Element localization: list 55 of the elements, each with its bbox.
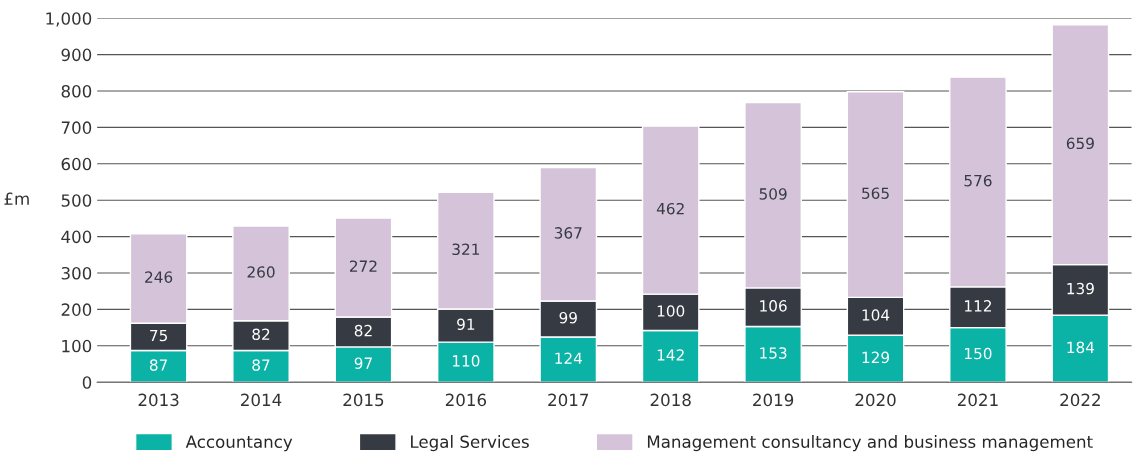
data-label: 576 <box>964 174 992 187</box>
data-label: 260 <box>247 266 275 278</box>
y-tick-label: 0 <box>82 376 92 389</box>
data-label: 321 <box>452 243 480 256</box>
data-label: 99 <box>559 311 577 324</box>
data-label: 110 <box>452 355 480 367</box>
x-tick-label: 2013 <box>138 393 179 407</box>
data-label: 75 <box>150 329 167 342</box>
data-label: 139 <box>1067 282 1094 295</box>
x-tick-label: 2021 <box>957 393 998 407</box>
x-tick-label: 2022 <box>1060 393 1100 407</box>
data-label: 82 <box>354 324 372 337</box>
data-label: 82 <box>252 328 270 341</box>
y-tick-label: 900 <box>61 48 92 62</box>
data-label: 142 <box>657 349 684 361</box>
data-label: 106 <box>760 300 787 312</box>
y-tick-label: 200 <box>61 303 92 316</box>
data-label: 509 <box>759 188 787 200</box>
data-label: 124 <box>555 352 582 364</box>
x-tick-label: 2018 <box>650 393 691 407</box>
y-tick-label: 100 <box>62 339 92 353</box>
data-label: 104 <box>862 309 890 321</box>
y-tick-label: 700 <box>61 121 92 134</box>
data-label: 246 <box>145 271 173 283</box>
y-tick-label: 800 <box>61 84 92 98</box>
y-tick-label: 300 <box>61 266 92 280</box>
data-label: 659 <box>1066 137 1094 150</box>
data-label: 97 <box>354 357 372 369</box>
data-label: 112 <box>965 300 991 312</box>
data-label: 462 <box>656 202 684 215</box>
legend-label: Management consultancy and business management <box>647 435 1093 452</box>
legend-label: Legal Services <box>411 435 529 452</box>
legend-label: Accountancy <box>185 435 293 452</box>
x-tick-label: 2019 <box>753 393 794 407</box>
y-tick-label: 500 <box>61 194 92 207</box>
data-label: 272 <box>349 260 377 272</box>
data-label: 91 <box>457 318 475 331</box>
x-tick-label: 2014 <box>241 393 282 407</box>
data-label: 129 <box>862 351 890 364</box>
data-label: 153 <box>760 347 787 359</box>
x-tick-label: 2015 <box>343 393 384 407</box>
y-tick-label: 1,000 <box>46 12 92 27</box>
data-label: 87 <box>149 359 168 371</box>
data-label: 87 <box>252 359 270 371</box>
data-label: 184 <box>1067 341 1095 354</box>
data-label: 100 <box>657 305 685 317</box>
data-label: 150 <box>965 347 992 360</box>
x-tick-label: 2017 <box>548 393 589 407</box>
y-axis-title: £m <box>4 192 29 205</box>
y-tick-label: 400 <box>61 230 92 244</box>
data-label: 565 <box>862 187 889 199</box>
y-tick-label: 600 <box>61 157 92 171</box>
x-tick-label: 2016 <box>445 393 487 407</box>
data-label: 367 <box>554 227 582 239</box>
x-tick-label: 2020 <box>855 393 896 407</box>
